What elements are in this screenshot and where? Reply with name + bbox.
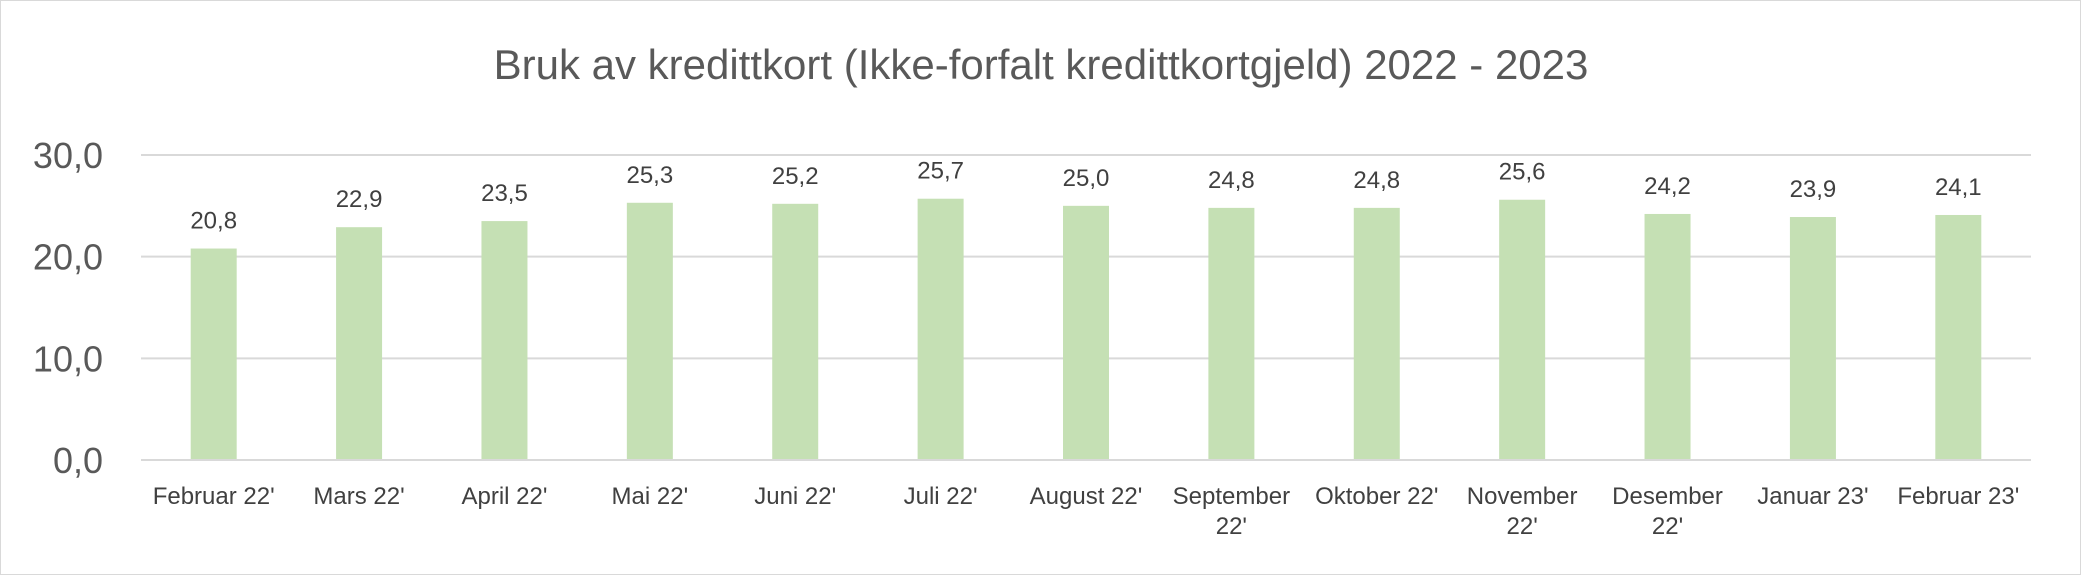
x-tick-label-line: Juli 22' (904, 483, 978, 510)
y-tick-label: 0,0 (53, 440, 103, 481)
x-tick-label-line: November (1467, 483, 1578, 510)
x-tick-label-line: 22' (1652, 513, 1683, 540)
x-tick-label-line: August 22' (1030, 483, 1143, 510)
data-label: 20,8 (190, 208, 237, 235)
x-tick-label-line: Februar 23' (1897, 483, 2019, 510)
bar (481, 221, 528, 460)
bar (1644, 213, 1691, 460)
x-tick-label: Februar 22' (153, 483, 275, 510)
data-label: 23,9 (1790, 176, 1837, 203)
x-tick-label-line: Januar 23' (1757, 483, 1868, 510)
x-tick-label: November 22' (1467, 483, 1578, 540)
x-tick-label-line: April 22' (461, 483, 547, 510)
data-label: 24,8 (1208, 167, 1255, 194)
y-tick-label: 20,0 (33, 237, 103, 278)
x-tick-label-line: September (1173, 483, 1290, 510)
chart-title: Bruk av kredittkort (Ikke-forfalt kredit… (494, 41, 1589, 88)
data-label: 22,9 (336, 186, 383, 213)
data-labels: 20,8 22,9 23,5 25,3 25,2 25,7 25,0 24,8 24,8 25,6… (190, 158, 1981, 235)
x-tick-label-line: Mai 22' (612, 483, 689, 510)
x-axis: Februar 22' Mars 22' April 22' Mai 22' Juni … (141, 459, 2031, 540)
x-tick-label-line: 22' (1507, 513, 1538, 540)
y-axis: 0,0 10,0 20,0 30,0 (33, 135, 103, 481)
y-tick-label: 30,0 (33, 135, 103, 176)
data-label: 25,7 (917, 158, 964, 185)
bars (190, 198, 1982, 461)
x-tick-label-line: Mars 22' (313, 483, 404, 510)
x-tick-label: Desember 22' (1612, 483, 1723, 540)
bar (626, 202, 673, 461)
bar (1499, 199, 1546, 460)
x-tick-label: August 22' (1030, 483, 1143, 510)
x-tick-label-line: Juni 22' (754, 483, 836, 510)
x-tick-label: Juli 22' (904, 483, 978, 510)
x-tick-label: Februar 23' (1897, 483, 2019, 510)
data-label: 23,5 (481, 180, 528, 207)
y-tick-label: 10,0 (33, 338, 103, 379)
x-tick-label-line: Februar 22' (153, 483, 275, 510)
bar (190, 248, 237, 460)
x-tick-label: Mars 22' (313, 483, 404, 510)
x-tick-label: September 22' (1173, 483, 1290, 540)
bar (1353, 207, 1400, 460)
data-label: 25,3 (626, 162, 673, 189)
bar (1935, 214, 1982, 460)
bar (1208, 207, 1255, 460)
bar (1789, 217, 1836, 460)
data-label: 25,0 (1063, 165, 1110, 192)
x-tick-label: April 22' (461, 483, 547, 510)
x-tick-label: Juni 22' (754, 483, 836, 510)
x-tick-label: Januar 23' (1757, 483, 1868, 510)
bar (772, 203, 819, 461)
data-label: 24,1 (1935, 174, 1982, 201)
x-tick-label: Oktober 22' (1315, 483, 1438, 510)
x-tick-label-line: Oktober 22' (1315, 483, 1438, 510)
x-tick-label-line: 22' (1216, 513, 1247, 540)
data-label: 24,2 (1644, 173, 1691, 200)
data-label: 25,2 (772, 163, 819, 190)
data-label: 24,8 (1353, 167, 1400, 194)
x-tick-label-line: Desember (1612, 483, 1723, 510)
data-label: 25,6 (1499, 159, 1546, 186)
x-tick-label: Mai 22' (612, 483, 689, 510)
bar (1063, 205, 1109, 460)
bar (336, 227, 383, 460)
bar (917, 198, 964, 460)
